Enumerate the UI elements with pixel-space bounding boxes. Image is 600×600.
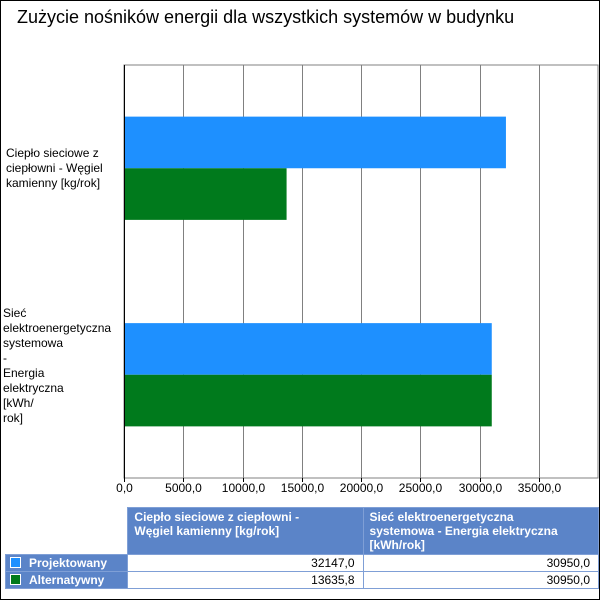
bar-alternatywny [125,168,287,220]
x-tick-label: 25000,0 [398,481,443,495]
table-header-electricity: Sieć elektroenergetyczna systemowa - Ene… [362,507,599,555]
table-cell: 30950,0 [362,571,599,589]
x-tick-label: 30000,0 [458,481,503,495]
table-cell: 13635,8 [127,571,364,589]
x-tick-label: 15000,0 [280,481,325,495]
table-row: Alternatywny 13635,8 30950,0 [4,571,599,589]
table-cell: 32147,0 [127,554,364,572]
table-header-heat: Ciepło sieciowe z ciepłowni - Węgiel kam… [127,507,364,555]
x-tick-label: 10000,0 [221,481,266,495]
table-row: Projektowany 32147,0 30950,0 [4,554,599,572]
chart-title: Zużycie nośników energii dla wszystkich … [17,7,515,27]
legend-entry-alternatywny: Alternatywny [4,571,129,589]
bar-projektowany [125,323,492,375]
x-tick-label: 35000,0 [517,481,562,495]
table-corner-cell [5,507,129,555]
x-tick-label: 0,0 [116,481,133,495]
table-header-row: Ciepło sieciowe z ciepłowni - Węgiel kam… [5,507,599,555]
data-table: Ciepło sieciowe z ciepłowni - Węgiel kam… [4,507,599,589]
x-tick-label: 5000,0 [165,481,202,495]
x-tick-label: 20000,0 [339,481,384,495]
bar-projektowany [125,116,506,169]
category-label-district-heat: Ciepło sieciowe z ciepłowni - Węgiel kam… [6,146,103,190]
bar-chart [123,64,599,482]
legend-label-alternatywny: Alternatywny [29,573,105,587]
table-cell: 30950,0 [362,554,599,572]
legend-entry-projektowany: Projektowany [4,554,129,572]
legend-label-projektowany: Projektowany [29,556,108,570]
bar-alternatywny [125,374,492,427]
category-label-electricity: Sieć elektroenergetyczna systemowa - Ene… [3,306,112,425]
legend-swatch-alternatywny [10,574,21,585]
legend-swatch-projektowany [10,557,21,568]
